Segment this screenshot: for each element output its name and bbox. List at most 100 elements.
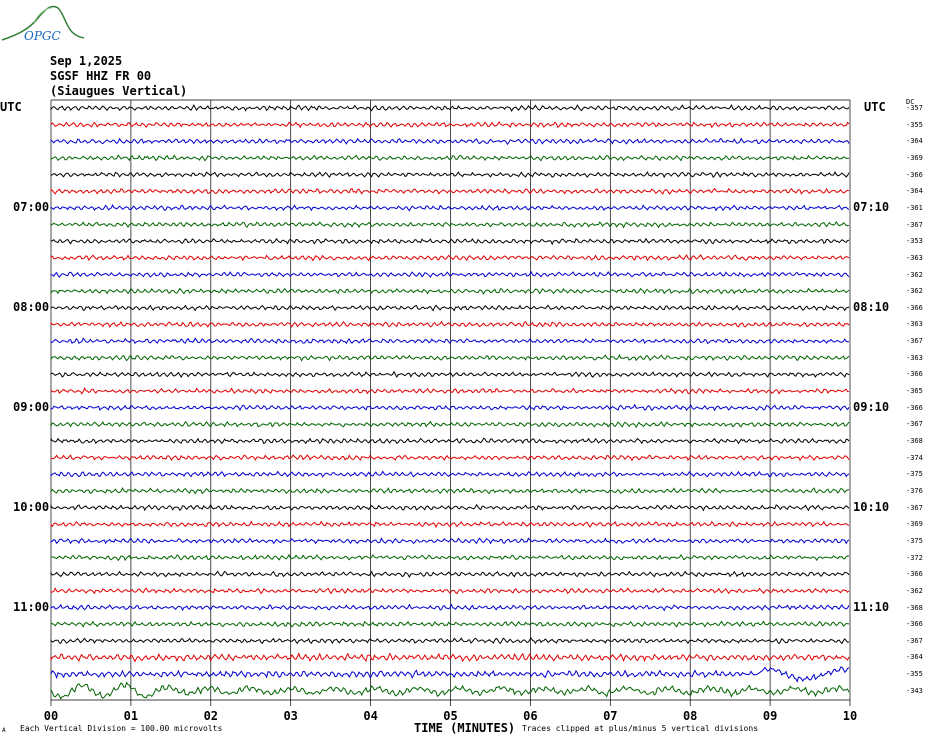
hour-label-right: 11:10 <box>853 599 890 614</box>
dc-offset-label: -366 <box>906 620 923 629</box>
dc-offset-label: -343 <box>906 686 923 695</box>
scale-prefix: A <box>2 727 6 734</box>
seismic-trace <box>50 403 850 412</box>
seismic-trace <box>50 270 850 278</box>
seismic-trace <box>50 666 850 683</box>
hour-label-right: 07:10 <box>853 199 890 214</box>
dc-offset-label: -368 <box>906 437 923 445</box>
seismic-trace <box>50 470 850 478</box>
dc-offset-label: -366 <box>906 570 923 579</box>
dc-offset-label: -372 <box>906 553 923 562</box>
dc-offset-label: -375 <box>906 470 923 479</box>
seismic-trace <box>50 587 850 595</box>
seismic-trace <box>50 103 850 112</box>
seismic-trace <box>50 353 850 362</box>
dc-offset-label: -376 <box>906 486 923 495</box>
dc-offset-label: -366 <box>906 370 923 379</box>
hour-label-right: 08:10 <box>853 299 890 314</box>
seismic-trace <box>50 652 850 663</box>
seismic-trace <box>50 204 850 212</box>
seismic-trace <box>50 503 850 512</box>
hour-label-left: 07:00 <box>13 199 50 214</box>
x-tick-label: 02 <box>203 709 219 723</box>
description-label: (Siaugues Vertical) <box>50 84 188 98</box>
dc-offset-label: -364 <box>906 653 923 662</box>
x-tick-label: 06 <box>523 709 538 723</box>
seismic-trace <box>50 320 850 328</box>
x-tick-label: 09 <box>762 709 778 723</box>
logo-text: OPGC <box>24 29 61 43</box>
dc-offset-label: -375 <box>906 536 923 545</box>
scale-note: Each Vertical Division = 100.00 microvol… <box>20 724 223 733</box>
seismic-trace <box>50 437 850 445</box>
hour-label-right: 10:10 <box>853 499 890 514</box>
dc-offset-label: -366 <box>906 170 923 179</box>
dc-offset-label: -374 <box>906 453 923 462</box>
seismic-trace <box>50 570 850 579</box>
x-tick-label: 01 <box>123 709 139 723</box>
dc-offset-label: -362 <box>906 287 923 296</box>
seismic-trace <box>50 304 850 312</box>
dc-offset-label: -367 <box>906 503 923 512</box>
dc-offset-label: -367 <box>906 337 923 346</box>
dc-offset-label: -368 <box>906 603 923 612</box>
seismic-trace <box>50 287 850 295</box>
utc-left-label: UTC <box>0 100 22 114</box>
dc-offset-label: -367 <box>906 636 923 645</box>
seismic-trace <box>50 171 850 179</box>
dc-offset-label: -365 <box>906 387 923 396</box>
seismic-trace <box>50 681 850 700</box>
seismic-trace <box>50 154 850 162</box>
dc-label: DC <box>906 98 915 106</box>
seismic-trace <box>50 121 850 129</box>
x-tick-label: 04 <box>363 709 378 723</box>
seismic-trace <box>50 337 849 345</box>
plot-grid <box>50 99 851 706</box>
x-tick-label: 05 <box>443 709 458 723</box>
dc-offset-label: -362 <box>906 270 923 279</box>
seismic-trace <box>50 637 850 645</box>
seismic-trace <box>50 187 850 195</box>
seismic-trace <box>50 370 850 378</box>
station-label: SGSF HHZ FR 00 <box>50 69 152 83</box>
dc-offset-label: -363 <box>906 353 923 362</box>
seismic-trace <box>50 520 850 529</box>
seismic-trace <box>50 454 850 462</box>
seismic-trace <box>50 553 850 562</box>
dc-offset-label: -362 <box>906 586 923 595</box>
x-axis-label: TIME (MINUTES) <box>414 721 516 735</box>
dc-offset-label: -369 <box>906 520 923 529</box>
x-tick-label: 00 <box>43 709 59 723</box>
seismic-trace <box>50 237 850 246</box>
dc-offset-label: -369 <box>906 153 923 162</box>
clip-note: Traces clipped at plus/minus 5 vertical … <box>522 724 759 733</box>
x-tick-label: 08 <box>682 709 698 723</box>
dc-offset-label: -364 <box>906 187 923 196</box>
seismic-trace <box>50 603 850 612</box>
dc-offset-label: -367 <box>906 420 923 429</box>
dc-offset-label: -363 <box>906 320 923 329</box>
x-tick-label: 07 <box>603 709 618 723</box>
hour-label-left: 09:00 <box>13 399 50 414</box>
seismic-trace <box>50 620 850 628</box>
seismic-trace <box>50 420 850 429</box>
dc-offset-label: -364 <box>906 137 923 146</box>
dc-offset-label: -361 <box>906 203 923 212</box>
seismic-trace <box>50 387 850 395</box>
dc-offset-label: -366 <box>906 303 923 312</box>
dc-offset-label: -357 <box>906 104 923 112</box>
dc-offset-label: -367 <box>906 220 923 229</box>
dc-offset-label: -366 <box>906 403 923 412</box>
dc-offset-label: -353 <box>906 237 923 246</box>
hour-label-right: 09:10 <box>853 399 890 414</box>
x-tick-label: 10 <box>842 709 858 723</box>
seismic-trace <box>50 137 850 146</box>
date-label: Sep 1,2025 <box>50 54 123 68</box>
hour-label-left: 11:00 <box>13 599 50 614</box>
seismic-trace <box>50 537 850 545</box>
x-tick-label: 03 <box>283 709 298 723</box>
seismic-trace <box>50 487 850 495</box>
hour-label-left: 10:00 <box>13 499 50 514</box>
utc-right-label: UTC <box>864 100 886 114</box>
